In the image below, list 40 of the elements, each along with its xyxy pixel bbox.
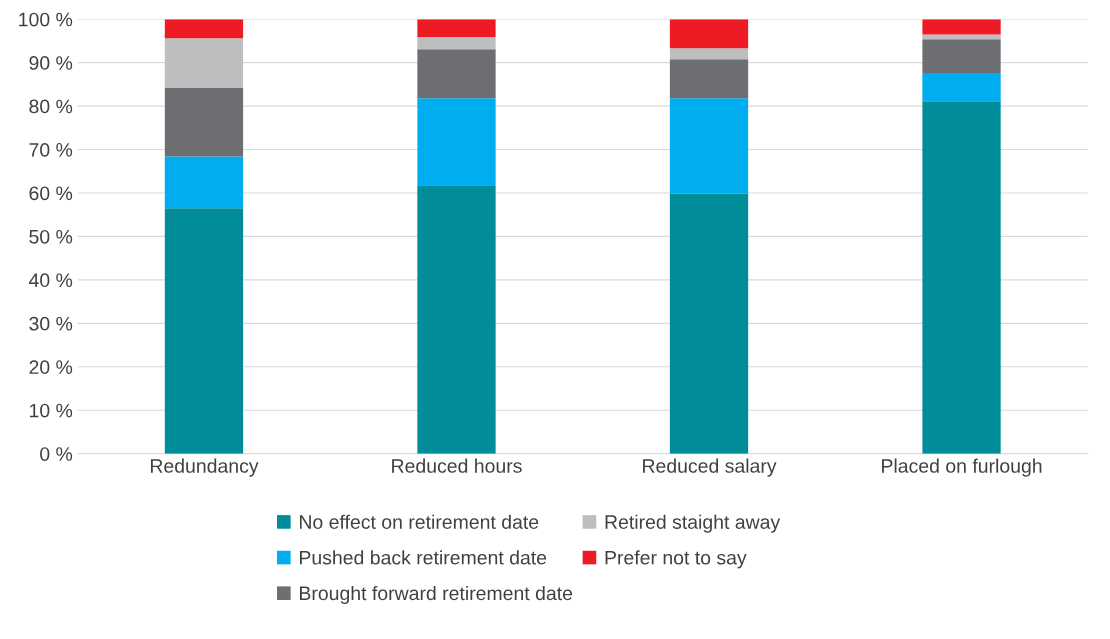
y-tick-label: 20 % xyxy=(29,360,73,375)
bar xyxy=(164,87,244,157)
bar xyxy=(417,98,496,186)
x-tick-label: Reduced hours xyxy=(392,458,522,473)
bar xyxy=(922,39,1001,74)
bar xyxy=(922,34,1001,40)
y-tick-label: 100 % xyxy=(19,12,73,27)
bar xyxy=(669,19,749,49)
x-tick-label: Placed on furlough xyxy=(882,458,1042,477)
bar xyxy=(669,193,749,454)
legend-label: Retired staight away xyxy=(605,514,781,533)
bar xyxy=(922,19,1001,35)
bar xyxy=(164,208,244,454)
bar xyxy=(164,38,244,88)
y-tick-label: 0 % xyxy=(40,447,73,461)
y-tick-label: 60 % xyxy=(29,186,73,201)
y-tick-label: 70 % xyxy=(29,142,73,157)
bar xyxy=(417,19,496,37)
y-tick-label: 50 % xyxy=(29,229,73,244)
y-tick-label: 90 % xyxy=(29,56,73,70)
legend-label: No effect on retirement date xyxy=(300,514,539,529)
bar xyxy=(669,98,749,194)
y-tick-label: 80 % xyxy=(29,99,73,114)
x-tick-label: Reduced salary xyxy=(643,458,777,477)
bar xyxy=(669,59,749,99)
bar xyxy=(669,48,749,60)
legend-label: Pushed back retirement date xyxy=(300,550,547,565)
legend-label: Brought forward retirement date xyxy=(300,585,573,605)
legend-label: Prefer not to say xyxy=(605,550,747,569)
bar xyxy=(417,185,496,454)
bar xyxy=(417,36,496,50)
x-tick-label: Redundancy xyxy=(150,458,259,477)
y-tick-label: 30 % xyxy=(29,316,73,331)
bar xyxy=(922,73,1001,102)
bar xyxy=(164,19,244,39)
bar xyxy=(922,101,1001,454)
bar xyxy=(417,49,496,99)
y-tick-label: 40 % xyxy=(28,273,73,288)
y-tick-label: 10 % xyxy=(30,403,73,418)
bar xyxy=(164,156,244,209)
